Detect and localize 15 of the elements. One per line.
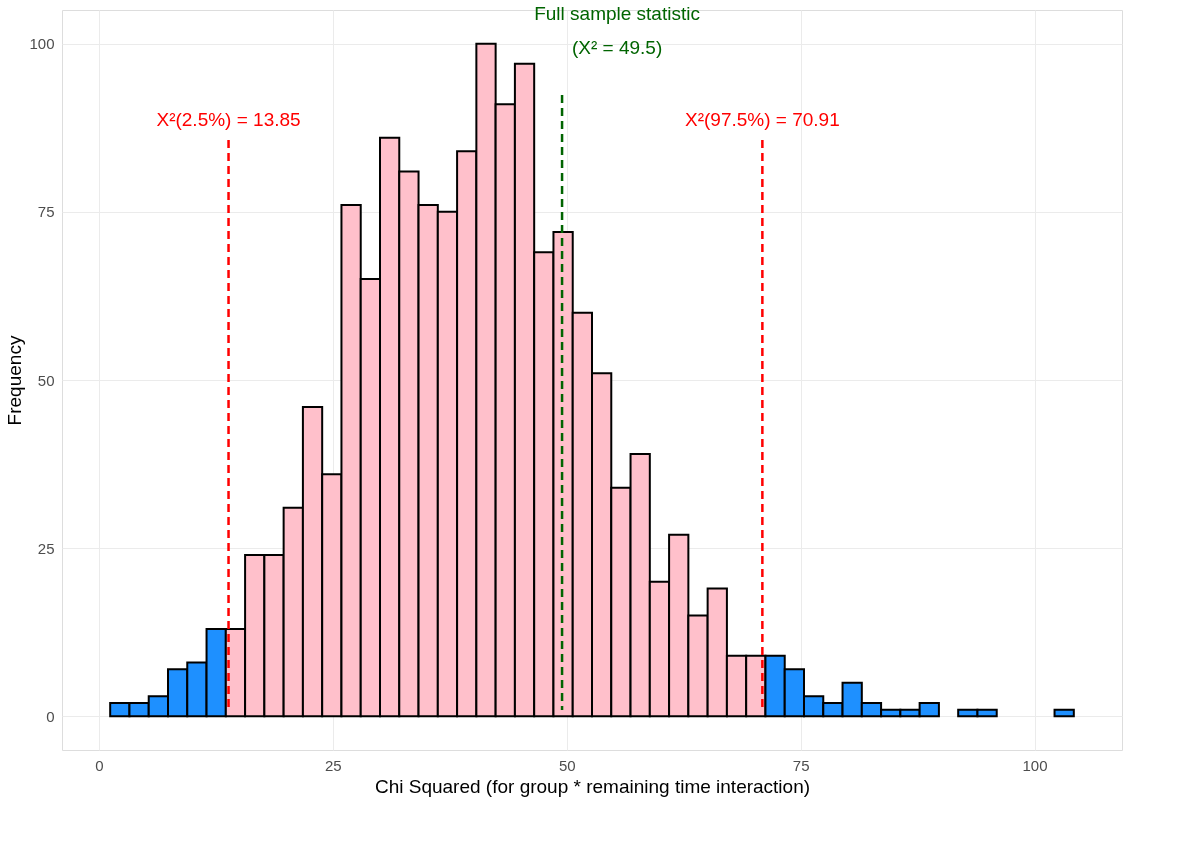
y-tick-label: 25 — [37, 539, 55, 557]
ref-line-label: Full sample statistic (X² = 49.5) — [534, 3, 700, 58]
ref-line-label: X²(2.5%) = 13.85 — [156, 109, 301, 130]
y-tick-label: 50 — [37, 371, 55, 389]
x-tick-label: 75 — [792, 756, 810, 774]
x-axis-title: Chi Squared (for group * remaining time interaction) — [374, 775, 811, 797]
y-axis-title: Frequency — [4, 335, 26, 426]
ref-line-label: X²(97.5%) = 70.91 — [685, 109, 840, 130]
x-tick-label: 100 — [1022, 756, 1048, 774]
y-tick-label: 0 — [46, 707, 55, 725]
x-tick-label: 0 — [95, 756, 104, 774]
x-tick-label: 50 — [558, 756, 576, 774]
y-tick-label: 75 — [37, 203, 55, 221]
x-tick-label: 25 — [325, 756, 342, 774]
y-tick-label: 100 — [29, 35, 55, 53]
